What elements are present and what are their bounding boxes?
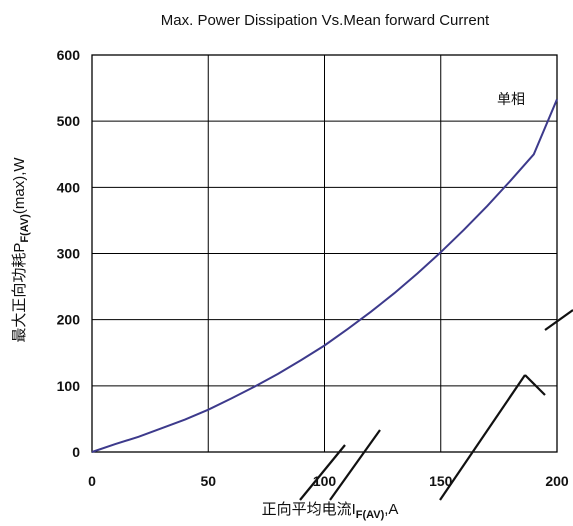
series-label: 单相 (497, 91, 525, 107)
y-tick-label: 600 (57, 47, 81, 63)
x-axis-label-sub: F(AV) (356, 509, 385, 521)
y-axis-label-suffix: (max),W (11, 157, 28, 214)
x-axis-label-main: 正向平均电流I (262, 501, 356, 518)
x-tick-label: 0 (88, 473, 96, 489)
y-tick-label: 100 (57, 378, 81, 394)
plot-frame (91, 54, 558, 453)
chart-title: Max. Power Dissipation Vs.Mean forward C… (161, 12, 490, 29)
grid (91, 54, 558, 453)
y-tick-label: 500 (57, 113, 81, 129)
x-tick-label: 200 (545, 473, 569, 489)
x-axis-label: 正向平均电流IF(AV),A (262, 501, 399, 521)
y-axis-label: 最大正向功耗PF(AV)(max),W (11, 157, 31, 343)
watermark (299, 309, 573, 501)
x-tick-label: 150 (429, 473, 453, 489)
y-axis-label-main: 最大正向功耗P (11, 243, 28, 343)
y-tick-label: 0 (72, 444, 80, 460)
y-tick-label: 400 (57, 179, 81, 195)
x-axis-label-suffix: ,A (384, 501, 398, 518)
y-tick-label: 300 (57, 246, 81, 262)
x-tick-label: 50 (200, 473, 216, 489)
y-axis-label-sub: F(AV) (19, 214, 31, 243)
y-tick-label: 200 (57, 312, 81, 328)
series-line (91, 98, 558, 453)
